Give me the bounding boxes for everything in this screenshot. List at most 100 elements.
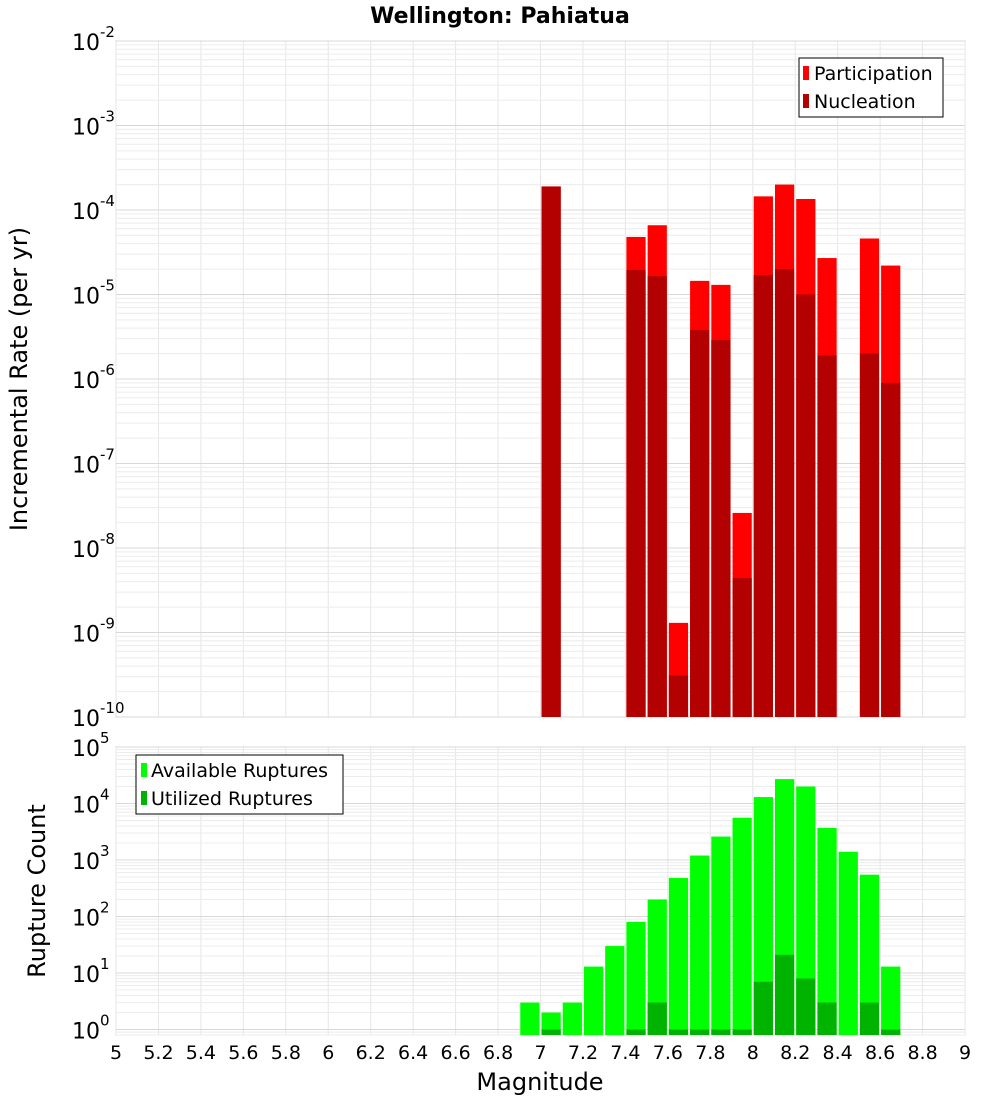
rate-panel: 10-10 10-9 10-8 10-7 10-6 10-5 10-4 10-3 10-2 In… [5,23,966,732]
legend-swatch-available [141,763,147,777]
x-tick-label: 5.8 [271,1042,301,1064]
rate-y-tick-label: 10-10 [72,699,125,732]
rate-bar-nucleation [626,269,646,717]
rate-bar-nucleation [881,382,901,717]
rate-bar-nucleation [711,339,731,717]
rate-y-tick-label: 10-6 [72,361,115,394]
rupture-bar-available-ruptures [668,878,689,1035]
rupture-legend-box [135,754,344,815]
rupture-y-tick-exponent: 1 [100,955,110,973]
rupture-legend: Available Ruptures Utilized Ruptures [135,754,344,815]
rupture-bar-utilized-ruptures [817,1002,837,1035]
rupture-bar-available-ruptures [796,786,816,1035]
rupture-bar-utilized-ruptures [859,1002,880,1035]
rate-y-tick-exponent: -9 [100,615,115,633]
rupture-bar-available-ruptures [562,1002,582,1035]
x-tick-label: 7.8 [695,1042,725,1064]
x-tick-label: 6.6 [440,1042,470,1064]
x-tick-label: 6.8 [483,1042,513,1064]
rate-y-tick-label: 10-9 [72,615,115,648]
rupture-bar-utilized-ruptures [541,1029,561,1035]
rupture-bar-available-ruptures [881,966,901,1035]
rupture-bar-utilized-ruptures [796,978,816,1035]
rupture-y-tick-label: 102 [72,899,110,932]
rupture-bar-utilized-ruptures [711,1029,731,1035]
rate-y-tick-exponent: -2 [100,23,115,41]
rupture-y-tick-label: 100 [72,1012,110,1045]
x-tick-label: 5.2 [143,1042,173,1064]
rupture-bar-available-ruptures [583,966,604,1035]
rate-y-tick-exponent: -8 [100,530,115,548]
legend-swatch-participation [803,66,809,80]
rupture-y-tick-exponent: 3 [100,842,110,860]
x-tick-label: 8.2 [780,1042,810,1064]
x-tick-label: 9 [959,1042,971,1064]
legend-label-utilized: Utilized Ruptures [151,788,313,810]
x-tick-label: 6.4 [398,1042,428,1064]
x-tick-label: 8.8 [907,1042,937,1064]
rate-bar-nucleation [541,186,561,718]
x-tick-label: 7.4 [610,1042,640,1064]
rate-y-tick-label: 10-7 [72,446,115,479]
rupture-bar-available-ruptures [732,817,752,1035]
rupture-bar-available-ruptures [647,899,667,1035]
x-tick-label: 8.6 [865,1042,895,1064]
rate-legend: Participation Nucleation [798,57,944,118]
rate-y-tick-label: 10-2 [72,23,115,56]
rupture-y-tick-label: 105 [72,729,110,762]
rupture-bar-available-ruptures [753,797,773,1035]
rupture-bar-available-ruptures [626,921,646,1035]
rupture-bar-utilized-ruptures [647,1002,667,1035]
rate-bar-nucleation [732,578,752,717]
rupture-bar-available-ruptures [817,827,837,1035]
rate-bar-nucleation [796,294,816,717]
rupture-y-tick-label: 104 [72,786,110,819]
rate-bar-nucleation [859,353,880,717]
rate-bar-nucleation [668,675,689,717]
x-tick-label: 6 [322,1042,334,1064]
rate-bar-nucleation [753,275,773,717]
rupture-y-tick-exponent: 4 [100,786,110,804]
rate-grid [115,40,966,718]
rate-y-tick-label: 10-4 [72,192,115,225]
x-tick-label: 7.6 [653,1042,683,1064]
rate-bar-nucleation [690,330,710,717]
rupture-y-tick-label: 101 [72,955,110,988]
x-tick-label: 7 [534,1042,546,1064]
rate-bar-nucleation [774,269,795,717]
rupture-y-tick-exponent: 0 [100,1012,110,1030]
x-tick-label: 5 [110,1042,122,1064]
chart-title: Wellington: Pahiatua [370,4,630,29]
x-tick-label: 7.2 [568,1042,598,1064]
rupture-bar-available-ruptures [690,855,710,1035]
rate-bar-nucleation [817,355,837,717]
legend-label-participation: Participation [814,63,933,85]
rupture-bar-utilized-ruptures [732,1029,752,1035]
rupture-bar-available-ruptures [541,1012,561,1035]
rate-y-tick-label: 10-5 [72,277,115,310]
x-tick-label: 5.6 [228,1042,258,1064]
legend-label-available: Available Ruptures [151,760,328,782]
rate-y-tick-exponent: -7 [100,446,115,464]
rupture-bar-available-ruptures [838,851,858,1035]
rupture-bar-utilized-ruptures [690,1029,710,1035]
rupture-bar-available-ruptures [605,946,625,1035]
rate-legend-box [798,57,944,118]
rate-y-tick-exponent: -4 [100,192,115,210]
x-tick-label: 5.4 [186,1042,216,1064]
rupture-bar-utilized-ruptures [774,954,795,1035]
rupture-bars [520,779,901,1035]
rate-y-tick-label: 10-8 [72,530,115,563]
rupture-bar-available-ruptures [711,836,731,1035]
legend-swatch-utilized [141,791,147,805]
x-ticks: 5 5.2 5.4 5.6 5.8 6 6.2 6.4 6.6 6.8 7 7.2 7.4 7.6 7.8 8… [110,1042,971,1064]
rate-y-tick-exponent: -6 [100,361,115,379]
x-axis-label: Magnitude [476,1068,603,1096]
rate-y-tick-exponent: -5 [100,277,115,295]
rate-bar-nucleation [647,276,667,717]
rate-y-tick-exponent: -3 [100,108,115,126]
rupture-y-tick-exponent: 5 [100,729,110,747]
legend-label-nucleation: Nucleation [814,91,916,113]
